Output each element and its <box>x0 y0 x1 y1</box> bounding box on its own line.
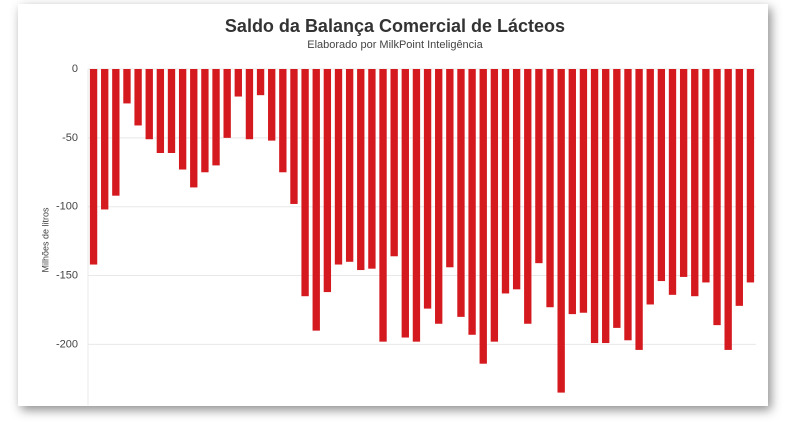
bar <box>435 69 443 324</box>
bar <box>390 69 398 257</box>
bar <box>145 69 153 140</box>
bar <box>679 69 688 277</box>
bar <box>590 69 599 344</box>
bar <box>635 69 643 350</box>
bar <box>212 69 220 166</box>
bar <box>268 69 276 141</box>
bar <box>357 69 365 271</box>
bar <box>657 69 666 282</box>
bar <box>323 69 332 293</box>
bar <box>368 69 376 269</box>
bar <box>512 69 521 290</box>
bar <box>468 69 476 335</box>
bar <box>646 69 654 305</box>
chart-subtitle: Elaborado por MilkPoint Inteligência <box>307 39 483 51</box>
bar <box>746 69 755 283</box>
bar <box>156 69 165 153</box>
bar <box>379 69 387 342</box>
y-tick-label: 0 <box>72 63 78 75</box>
bar <box>691 69 699 297</box>
bar <box>234 69 242 97</box>
bar <box>301 69 309 297</box>
bar <box>546 69 554 308</box>
bar <box>290 69 298 204</box>
bar <box>190 69 198 188</box>
bar <box>535 69 543 264</box>
y-tick-label: -100 <box>56 201 78 213</box>
bar <box>178 69 187 170</box>
bar <box>735 69 743 306</box>
bar <box>201 69 209 173</box>
bar <box>256 69 265 96</box>
bar <box>668 69 677 295</box>
bar <box>490 69 499 342</box>
bar <box>713 69 721 326</box>
bar <box>579 69 588 313</box>
bar <box>412 69 421 342</box>
bar <box>613 69 621 328</box>
bar <box>724 69 732 350</box>
bar <box>167 69 176 153</box>
bar <box>524 69 532 324</box>
bar <box>479 69 487 364</box>
bar <box>89 69 98 265</box>
bar <box>112 69 120 196</box>
bar <box>223 69 231 138</box>
y-axis-label: Milhões de litros <box>40 207 50 273</box>
bar <box>312 69 320 331</box>
bar <box>557 69 565 393</box>
bar <box>602 69 610 344</box>
y-tick-label: -200 <box>56 338 78 350</box>
bar <box>423 69 432 309</box>
bar <box>245 69 254 140</box>
y-tick-label: -150 <box>56 269 78 281</box>
bar <box>624 69 632 341</box>
bar <box>401 69 409 338</box>
chart-title: Saldo da Balança Comercial de Lácteos <box>225 16 565 36</box>
bar <box>568 69 576 315</box>
bar <box>702 69 710 283</box>
bar <box>345 69 354 262</box>
bar <box>134 69 142 126</box>
bar <box>446 69 454 268</box>
bar <box>123 69 131 104</box>
bar <box>334 69 343 265</box>
bar <box>501 69 510 294</box>
y-tick-label: -50 <box>62 132 78 144</box>
bar <box>457 69 465 317</box>
bar <box>101 69 109 210</box>
bar <box>279 69 287 173</box>
